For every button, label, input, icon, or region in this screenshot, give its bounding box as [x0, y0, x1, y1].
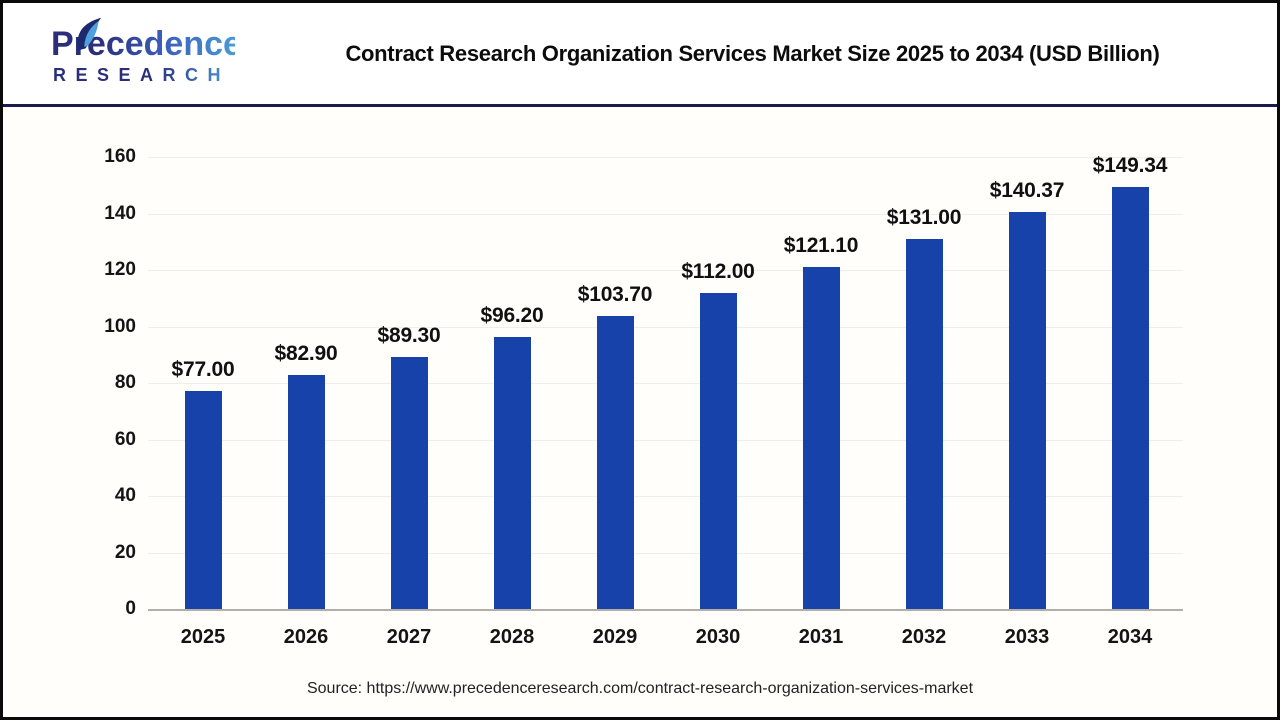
- gridline: [148, 327, 1183, 328]
- gridline: [148, 383, 1183, 384]
- bar-value-label: $149.34: [1092, 154, 1168, 177]
- bar-2027: [391, 357, 428, 609]
- bar-value-label: $89.30: [377, 324, 441, 347]
- bar-2026: [288, 375, 325, 609]
- bar-2033: [1009, 212, 1046, 609]
- bar-2030: [700, 293, 737, 609]
- bar-value-label: $96.20: [480, 304, 544, 327]
- gridline: [148, 440, 1183, 441]
- y-tick-label: 160: [104, 146, 136, 167]
- x-tick-label: 2026: [283, 626, 329, 648]
- x-tick-label: 2030: [695, 626, 741, 648]
- source-text: Source: https://www.precedenceresearch.c…: [306, 680, 974, 697]
- bar-value-label: $112.00: [681, 260, 755, 283]
- x-tick-label: 2025: [180, 626, 226, 648]
- chart-area: 0 20 40 60 80 100 120 140 160 $77.00 $82.90 $89.30…: [3, 110, 1277, 717]
- bar-2032: [906, 239, 943, 609]
- bar-value-label: $121.10: [783, 234, 859, 257]
- gridline: [148, 496, 1183, 497]
- bar-2031: [803, 267, 840, 609]
- header: Precedence RESEARCH Contract Research Or…: [3, 3, 1277, 107]
- x-tick-label: 2029: [592, 626, 638, 648]
- bar-2028: [494, 337, 531, 609]
- bar-2034: [1112, 187, 1149, 609]
- brand-name: Precedence: [25, 25, 242, 63]
- x-tick-label: 2032: [901, 626, 947, 648]
- bar-value-label: $103.70: [577, 283, 653, 306]
- y-tick-label: 140: [104, 203, 136, 224]
- y-tick-label: 60: [114, 429, 136, 450]
- bar-value-label: $77.00: [171, 358, 235, 381]
- bar-2029: [597, 316, 634, 609]
- gridline: [148, 553, 1183, 554]
- y-tick-label: 20: [114, 542, 136, 563]
- y-tick-label: 120: [104, 259, 136, 280]
- x-tick-label: 2033: [1004, 626, 1050, 648]
- bar-value-label: $82.90: [274, 342, 338, 365]
- x-tick-label: 2034: [1107, 626, 1153, 648]
- y-tick-label: 100: [104, 316, 136, 337]
- x-axis-line: [148, 609, 1183, 611]
- gridline: [148, 214, 1183, 215]
- brand-logo: Precedence RESEARCH: [25, 17, 242, 87]
- bar-value-label: $131.00: [886, 206, 962, 229]
- x-tick-label: 2031: [798, 626, 844, 648]
- x-tick-label: 2027: [386, 626, 432, 648]
- gridline: [148, 270, 1183, 271]
- y-tick-label: 80: [114, 372, 136, 393]
- leaf-icon: [77, 17, 102, 51]
- x-tick-label: 2028: [489, 626, 535, 648]
- chart-title: Contract Research Organization Services …: [345, 40, 1160, 66]
- brand-subtitle: RESEARCH: [25, 63, 235, 87]
- y-tick-label: 0: [125, 598, 136, 619]
- y-tick-label: 40: [114, 485, 136, 506]
- gridline: [148, 157, 1183, 158]
- bar-2025: [185, 391, 222, 609]
- bar-value-label: $140.37: [989, 179, 1065, 202]
